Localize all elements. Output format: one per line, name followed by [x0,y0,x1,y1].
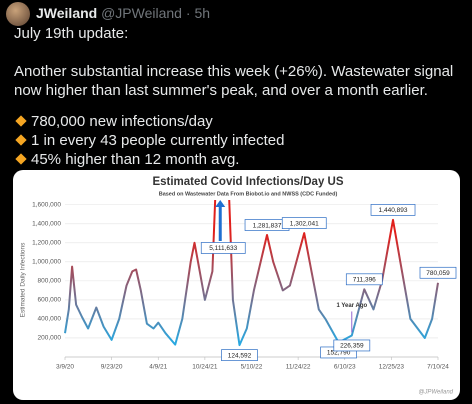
value-label-box [370,204,416,216]
annotation: 1 Year Ago [336,303,367,309]
value-label-box [221,349,258,361]
tweet-text: Another substantial increase this week (… [14,63,454,99]
tweet-text: July 19th update: [14,25,129,42]
data-line [64,200,439,347]
user-handle[interactable]: @JPWeiland [101,5,182,21]
tweet-header: JWeiland @JPWeiland · 5h [36,5,210,21]
value-label: 5,111,633 [209,245,237,252]
bullet: 1 in every 43 people currently infected [14,131,284,150]
y-axis-label: Estimated Daily Infections [20,242,27,318]
y-tick-label: 200,000 [38,335,62,342]
y-tick-label: 1,600,000 [32,201,61,208]
value-label: 152,790 [327,350,351,357]
value-label: 1,281,837 [253,222,282,229]
value-label: 1,302,041 [290,220,319,227]
x-tick-label: 9/23/20 [101,364,123,371]
bullet: 780,000 new infections/day [14,112,213,131]
avatar[interactable] [6,2,30,26]
y-tick-label: 800,000 [38,278,62,285]
chart-image[interactable]: Estimated Covid Infections/Day US Based … [13,170,460,400]
y-tick-label: 1,200,000 [32,240,61,247]
x-tick-label: 6/10/23 [334,364,356,371]
x-tick-label: 11/24/22 [286,364,311,371]
value-label: 780,059 [426,270,450,277]
bullet-text: 1 in every 43 people currently infected [31,132,285,149]
watermark: @JPWeiland [418,390,453,396]
chart-title: Estimated Covid Infections/Day US [152,176,343,188]
y-tick-label: 600,000 [38,297,62,304]
bullet: 45% higher than 12 month avg. [14,150,239,169]
value-label-box [333,339,371,352]
value-label: 124,592 [228,352,252,359]
y-tick-label: 400,000 [38,316,62,323]
chart-subtitle: Based on Wastewater Data From Biobot.io … [159,191,338,197]
x-tick-label: 5/10/22 [241,364,263,371]
x-tick-label: 4/9/21 [149,364,167,371]
y-tick-label: 1,400,000 [32,221,61,228]
user-name[interactable]: JWeiland [36,5,98,21]
x-tick-label: 10/24/21 [192,364,218,371]
y-tick-label: 1,000,000 [32,259,61,266]
value-label: 711,396 [353,277,376,284]
value-label: 226,359 [340,343,364,350]
separator: · [185,5,191,21]
bullet-text: 45% higher than 12 month avg. [31,151,240,168]
time[interactable]: 5h [194,5,211,21]
value-label-box [200,242,246,254]
x-tick-label: 12/25/23 [379,364,405,371]
chart: Estimated Covid Infections/Day US Based … [20,176,457,396]
x-tick-label: 7/10/24 [427,364,449,371]
value-label-box [345,273,383,286]
value-label-box [419,266,457,279]
value-label: 1,440,893 [379,207,408,214]
x-tick-label: 3/9/20 [56,364,74,371]
value-label-box [281,217,327,229]
bullet-text: 780,000 new infections/day [31,113,213,130]
arrow-head [215,200,226,207]
